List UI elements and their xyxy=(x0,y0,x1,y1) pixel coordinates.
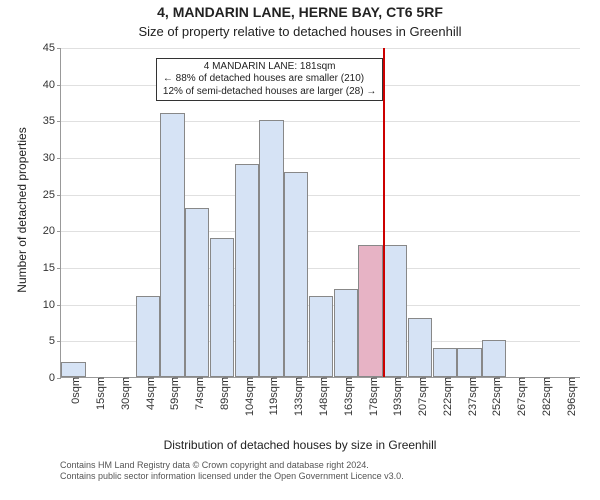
histogram-bar xyxy=(358,245,382,377)
footer-line: Contains public sector information licen… xyxy=(60,471,404,482)
histogram-bar xyxy=(210,238,234,377)
histogram-bar xyxy=(408,318,432,377)
x-tick-label: 133sqm xyxy=(287,377,305,416)
footer-line: Contains HM Land Registry data © Crown c… xyxy=(60,460,404,471)
y-tick-label: 35 xyxy=(43,115,61,127)
x-tick-label: 282sqm xyxy=(535,377,553,416)
x-tick-label: 89sqm xyxy=(213,377,231,410)
y-tick-label: 30 xyxy=(43,152,61,164)
x-tick-label: 237sqm xyxy=(461,377,479,416)
y-tick-label: 15 xyxy=(43,262,61,274)
annotation-line: 12% of semi-detached houses are larger (… xyxy=(163,86,376,99)
x-tick-label: 74sqm xyxy=(188,377,206,410)
y-tick-label: 45 xyxy=(43,42,61,54)
y-tick-label: 20 xyxy=(43,225,61,237)
histogram-bar xyxy=(482,340,506,377)
footer-attribution: Contains HM Land Registry data © Crown c… xyxy=(60,460,404,482)
y-tick-label: 5 xyxy=(49,335,61,347)
y-tick-label: 25 xyxy=(43,189,61,201)
x-tick-label: 163sqm xyxy=(337,377,355,416)
histogram-bar xyxy=(160,113,184,377)
annotation-line: ← 88% of detached houses are smaller (21… xyxy=(163,73,376,86)
x-tick-label: 252sqm xyxy=(485,377,503,416)
x-tick-label: 222sqm xyxy=(436,377,454,416)
x-tick-label: 178sqm xyxy=(362,377,380,416)
gridline xyxy=(61,121,580,122)
chart-subtitle: Size of property relative to detached ho… xyxy=(0,24,600,39)
annotation-box: 4 MANDARIN LANE: 181sqm← 88% of detached… xyxy=(156,58,383,102)
gridline xyxy=(61,195,580,196)
histogram-bar xyxy=(334,289,358,377)
y-tick-label: 0 xyxy=(49,372,61,384)
x-tick-label: 44sqm xyxy=(139,377,157,410)
histogram-bar xyxy=(309,296,333,377)
histogram-bar xyxy=(185,208,209,377)
chart-container: 4, MANDARIN LANE, HERNE BAY, CT6 5RF Siz… xyxy=(0,0,600,500)
histogram-bar xyxy=(284,172,308,377)
histogram-bar xyxy=(457,348,481,377)
histogram-bar xyxy=(61,362,85,377)
x-tick-label: 148sqm xyxy=(312,377,330,416)
gridline xyxy=(61,268,580,269)
histogram-bar xyxy=(383,245,407,377)
annotation-line: 4 MANDARIN LANE: 181sqm xyxy=(163,61,376,74)
y-tick-label: 40 xyxy=(43,79,61,91)
x-tick-label: 207sqm xyxy=(411,377,429,416)
x-tick-label: 193sqm xyxy=(386,377,404,416)
x-tick-label: 30sqm xyxy=(114,377,132,410)
x-tick-label: 15sqm xyxy=(89,377,107,410)
gridline xyxy=(61,48,580,49)
x-tick-label: 119sqm xyxy=(262,377,280,415)
x-tick-label: 267sqm xyxy=(510,377,528,416)
gridline xyxy=(61,158,580,159)
y-tick-label: 10 xyxy=(43,299,61,311)
chart-title: 4, MANDARIN LANE, HERNE BAY, CT6 5RF xyxy=(0,4,600,20)
x-axis-label: Distribution of detached houses by size … xyxy=(0,438,600,452)
x-tick-label: 0sqm xyxy=(64,377,82,404)
histogram-bar xyxy=(433,348,457,377)
x-tick-label: 104sqm xyxy=(238,377,256,416)
histogram-bar xyxy=(136,296,160,377)
x-tick-label: 296sqm xyxy=(560,377,578,416)
gridline xyxy=(61,231,580,232)
y-axis-label: Number of detached properties xyxy=(15,110,29,310)
x-tick-label: 59sqm xyxy=(163,377,181,410)
plot-area: 0510152025303540450sqm15sqm30sqm44sqm59s… xyxy=(60,48,580,378)
histogram-bar xyxy=(259,120,283,377)
histogram-bar xyxy=(235,164,259,377)
